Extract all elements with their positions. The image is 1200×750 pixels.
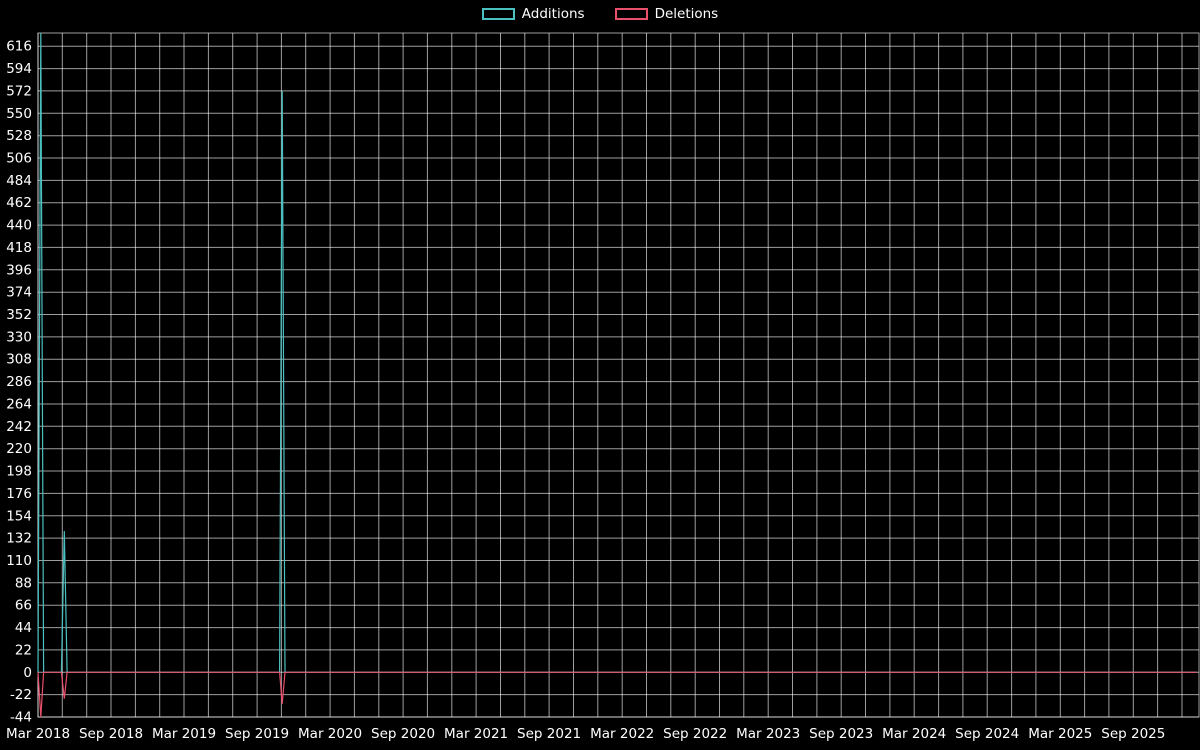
x-tick-label: Sep 2023 xyxy=(809,726,873,742)
x-tick-label: Sep 2024 xyxy=(955,726,1019,742)
y-tick-label: 286 xyxy=(6,374,32,390)
chart-legend: Additions Deletions xyxy=(0,6,1200,22)
additions-swatch-icon xyxy=(481,8,515,20)
y-tick-label: 110 xyxy=(6,553,32,569)
y-tick-label: 484 xyxy=(6,173,32,189)
deletions-swatch-icon xyxy=(614,8,648,20)
y-tick-label: 176 xyxy=(6,486,32,502)
y-tick-label: 396 xyxy=(6,262,32,278)
y-tick-label: 506 xyxy=(6,151,32,167)
y-tick-label: 374 xyxy=(6,285,32,301)
horizontal-gridlines xyxy=(38,45,1199,718)
x-tick-label: Sep 2025 xyxy=(1101,726,1165,742)
y-tick-label: 220 xyxy=(6,441,32,457)
y-tick-label: 0 xyxy=(23,665,32,681)
y-tick-label: 264 xyxy=(6,397,32,413)
x-tick-label: Mar 2018 xyxy=(6,726,70,742)
y-tick-label: 330 xyxy=(6,329,32,345)
legend-label-additions: Additions xyxy=(521,6,585,22)
legend-item-additions[interactable]: Additions xyxy=(481,6,585,22)
y-tick-label: 198 xyxy=(6,464,32,480)
x-tick-label: Sep 2020 xyxy=(371,726,435,742)
x-tick-label: Sep 2022 xyxy=(663,726,727,742)
y-tick-label: 594 xyxy=(6,61,32,77)
x-tick-label: Mar 2021 xyxy=(444,726,508,742)
y-tick-label: 88 xyxy=(15,575,32,591)
plot-border xyxy=(37,32,1200,718)
x-tick-label: Sep 2021 xyxy=(517,726,581,742)
additions-line xyxy=(37,32,1197,673)
y-tick-label: -44 xyxy=(10,710,32,726)
x-tick-label: Mar 2019 xyxy=(152,726,216,742)
x-tick-label: Sep 2019 xyxy=(225,726,289,742)
y-tick-label: 242 xyxy=(6,419,32,435)
x-tick-label: Mar 2020 xyxy=(298,726,362,742)
deletions-line xyxy=(37,671,1197,718)
vertical-gridlines xyxy=(37,33,1183,717)
y-tick-label: 154 xyxy=(6,508,32,524)
y-tick-label: 308 xyxy=(6,352,32,368)
x-tick-label: Mar 2023 xyxy=(736,726,800,742)
x-tick-label: Mar 2022 xyxy=(590,726,654,742)
y-tick-label: 66 xyxy=(15,598,32,614)
y-tick-label: 572 xyxy=(6,83,32,99)
x-tick-label: Mar 2025 xyxy=(1028,726,1092,742)
x-tick-label: Sep 2018 xyxy=(79,726,143,742)
y-tick-label: 440 xyxy=(6,218,32,234)
legend-label-deletions: Deletions xyxy=(654,6,719,22)
y-tick-label: 528 xyxy=(6,128,32,144)
y-tick-label: 22 xyxy=(15,642,32,658)
legend-item-deletions[interactable]: Deletions xyxy=(614,6,719,22)
x-tick-label: Mar 2024 xyxy=(882,726,946,742)
x-axis-labels: Mar 2018 Sep 2018 Mar 2019 Sep 2019 Mar 2020… xyxy=(6,726,1165,742)
y-tick-label: 462 xyxy=(6,195,32,211)
y-tick-label: 352 xyxy=(6,307,32,323)
y-tick-label: 550 xyxy=(6,106,32,122)
y-axis-labels: -44 -22 0 22 44 66 88 110 132 154 176 198 220 242 264 2… xyxy=(6,39,32,726)
y-tick-label: 132 xyxy=(6,531,32,547)
y-tick-label: 616 xyxy=(6,39,32,55)
y-tick-label: -22 xyxy=(10,687,32,703)
y-tick-label: 44 xyxy=(15,620,32,636)
y-tick-label: 418 xyxy=(6,240,32,256)
